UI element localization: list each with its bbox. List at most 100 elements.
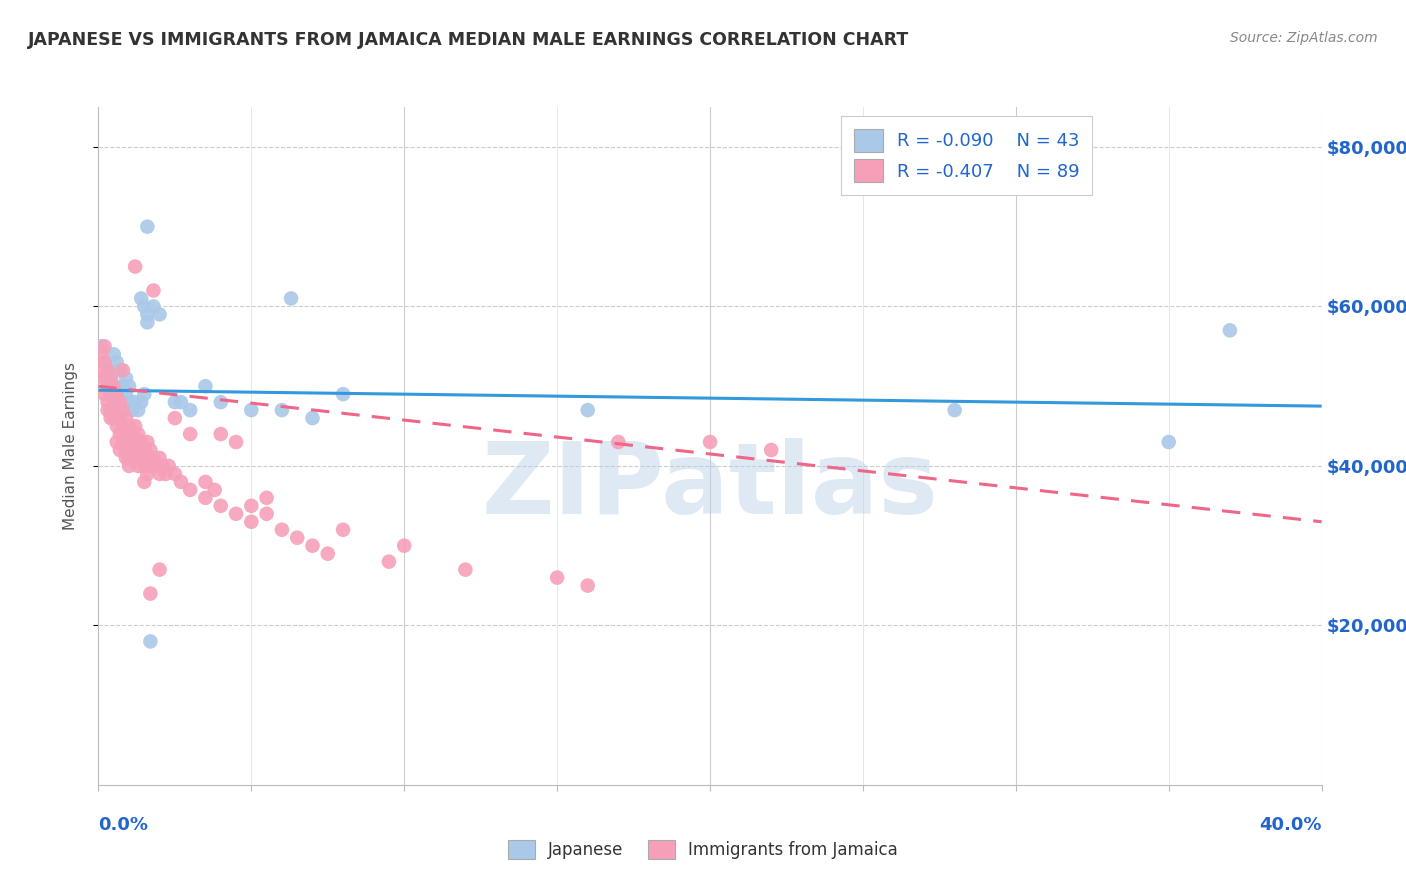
Point: [943, 403, 966, 417]
Point: [105, 403, 128, 417]
Point: [93, 371, 115, 385]
Point: [301, 539, 323, 553]
Point: [209, 427, 232, 442]
Point: [100, 371, 122, 385]
Point: [136, 467, 159, 481]
Point: [194, 379, 217, 393]
Point: [316, 547, 339, 561]
Point: [124, 260, 146, 274]
Point: [280, 292, 302, 306]
Point: [139, 634, 162, 648]
Point: [170, 475, 193, 489]
Point: [142, 300, 165, 314]
Point: [134, 475, 156, 489]
Point: [105, 387, 128, 401]
Point: [179, 403, 201, 417]
Point: [93, 339, 115, 353]
Point: [97, 379, 120, 393]
Point: [139, 442, 162, 457]
Point: [136, 315, 159, 329]
Point: [204, 483, 226, 497]
Legend: R = -0.090    N = 43, R = -0.407    N = 89: R = -0.090 N = 43, R = -0.407 N = 89: [841, 116, 1092, 195]
Point: [115, 411, 138, 425]
Point: [240, 499, 263, 513]
Point: [97, 379, 120, 393]
Point: [121, 442, 143, 457]
Point: [145, 458, 167, 473]
Point: [118, 419, 141, 434]
Point: [118, 435, 141, 450]
Point: [759, 442, 782, 457]
Point: [240, 403, 263, 417]
Point: [97, 395, 120, 409]
Point: [105, 355, 128, 369]
Point: [152, 458, 174, 473]
Point: [129, 292, 152, 306]
Text: 0.0%: 0.0%: [98, 816, 149, 834]
Point: [115, 442, 138, 457]
Point: [103, 379, 125, 393]
Point: [90, 363, 112, 377]
Point: [103, 411, 125, 425]
Point: [142, 450, 165, 465]
Point: [332, 387, 354, 401]
Point: [270, 403, 292, 417]
Point: [127, 442, 149, 457]
Point: [127, 403, 149, 417]
Point: [139, 586, 162, 600]
Point: [699, 435, 721, 450]
Point: [576, 578, 599, 592]
Point: [90, 339, 112, 353]
Point: [100, 411, 122, 425]
Point: [118, 395, 141, 409]
Point: [270, 523, 292, 537]
Point: [149, 467, 172, 481]
Text: JAPANESE VS IMMIGRANTS FROM JAMAICA MEDIAN MALE EARNINGS CORRELATION CHART: JAPANESE VS IMMIGRANTS FROM JAMAICA MEDI…: [28, 31, 910, 49]
Point: [121, 427, 143, 442]
Point: [97, 363, 120, 377]
Point: [105, 387, 128, 401]
Point: [93, 387, 115, 401]
Point: [108, 363, 131, 377]
Point: [546, 571, 568, 585]
Point: [136, 435, 159, 450]
Point: [100, 387, 122, 401]
Legend: Japanese, Immigrants from Jamaica: Japanese, Immigrants from Jamaica: [502, 833, 904, 866]
Point: [194, 491, 217, 505]
Point: [108, 395, 131, 409]
Text: 40.0%: 40.0%: [1260, 816, 1322, 834]
Point: [103, 395, 125, 409]
Point: [134, 300, 156, 314]
Point: [115, 450, 138, 465]
Point: [115, 371, 138, 385]
Point: [108, 442, 131, 457]
Point: [332, 523, 354, 537]
Point: [392, 539, 416, 553]
Point: [225, 507, 247, 521]
Text: ZIPatlas: ZIPatlas: [482, 438, 938, 535]
Point: [97, 403, 120, 417]
Point: [142, 284, 165, 298]
Point: [240, 515, 263, 529]
Point: [163, 411, 186, 425]
Point: [127, 427, 149, 442]
Point: [163, 395, 186, 409]
Point: [134, 387, 156, 401]
Point: [163, 467, 186, 481]
Point: [124, 419, 146, 434]
Point: [124, 395, 146, 409]
Point: [1157, 435, 1180, 450]
Point: [157, 458, 180, 473]
Point: [209, 395, 232, 409]
Point: [100, 387, 122, 401]
Point: [129, 450, 152, 465]
Point: [108, 411, 131, 425]
Point: [124, 450, 146, 465]
Point: [108, 395, 131, 409]
Point: [121, 403, 143, 417]
Point: [100, 371, 122, 385]
Point: [378, 555, 401, 569]
Point: [134, 442, 156, 457]
Point: [118, 379, 141, 393]
Text: Source: ZipAtlas.com: Source: ZipAtlas.com: [1230, 31, 1378, 45]
